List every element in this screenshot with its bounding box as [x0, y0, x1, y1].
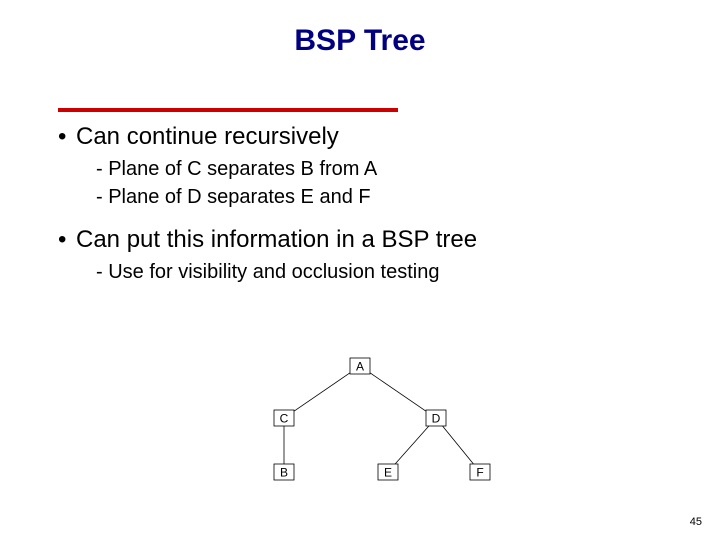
- tree-node: C: [274, 410, 294, 426]
- tree-node: D: [426, 410, 446, 426]
- bullet-marker: •: [58, 122, 76, 152]
- bullet-item: •Can put this information in a BSP tree: [58, 225, 680, 255]
- sub-bullet-item: - Plane of C separates B from A: [96, 156, 680, 182]
- tree-diagram: A C D B E F: [0, 352, 720, 492]
- tree-edge: [443, 426, 474, 464]
- bullet-item: •Can continue recursively: [58, 122, 680, 152]
- slide-title: BSP Tree: [0, 24, 720, 58]
- slide: BSP Tree •Can continue recursively - Pla…: [0, 0, 720, 540]
- page-number: 45: [690, 516, 702, 528]
- tree-edge: [294, 373, 350, 411]
- sub-bullet-text: Plane of C separates B from A: [108, 158, 377, 180]
- tree-node: B: [274, 464, 294, 480]
- sub-bullet-item: - Use for visibility and occlusion testi…: [96, 259, 680, 285]
- tree-node: A: [350, 358, 370, 374]
- sub-bullet-item: - Plane of D separates E and F: [96, 184, 680, 210]
- bullet-text: Can put this information in a BSP tree: [76, 226, 477, 253]
- bullet-marker: •: [58, 225, 76, 255]
- tree-node-label: D: [432, 412, 441, 426]
- tree-node-label: C: [280, 412, 289, 426]
- sub-bullet-text: Plane of D separates E and F: [108, 186, 370, 208]
- tree-svg: A C D B E F: [220, 352, 500, 492]
- content-area: •Can continue recursively - Plane of C s…: [58, 122, 680, 287]
- tree-node: E: [378, 464, 398, 480]
- bullet-text: Can continue recursively: [76, 123, 339, 150]
- sub-bullet-text: Use for visibility and occlusion testing: [108, 261, 439, 283]
- tree-node: F: [470, 464, 490, 480]
- tree-node-label: E: [384, 466, 392, 480]
- tree-node-label: B: [280, 466, 288, 480]
- tree-node-label: F: [476, 466, 483, 480]
- title-underline: [58, 108, 398, 112]
- spacer: [58, 213, 680, 225]
- tree-node-label: A: [356, 360, 364, 374]
- tree-edge: [370, 373, 426, 411]
- tree-edge: [395, 426, 429, 464]
